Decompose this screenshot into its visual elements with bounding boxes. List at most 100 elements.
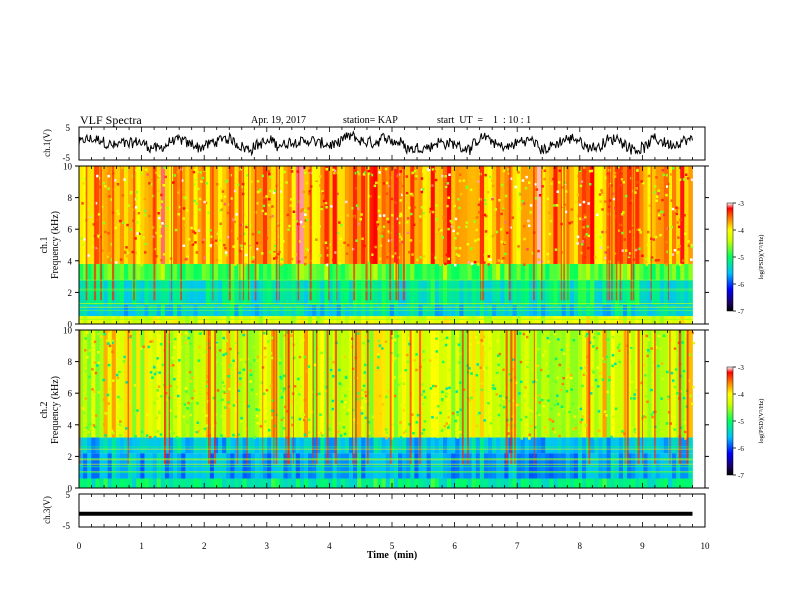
- spectrogram-speckle: [537, 249, 540, 253]
- spectrogram-cell: [479, 263, 485, 280]
- spectrogram-speckle: [248, 224, 252, 227]
- spectrogram-cell: [103, 263, 109, 280]
- spectrogram-cell: [95, 279, 100, 306]
- spectrogram-cell: [528, 330, 534, 438]
- spectrogram-cell: [655, 330, 661, 438]
- spectrogram-cell: [471, 453, 477, 479]
- spectrogram-burst: [312, 330, 314, 465]
- spectrogram-speckle: [398, 221, 401, 225]
- spectrogram-speckle: [453, 204, 456, 208]
- spectrogram-speckle: [517, 403, 520, 406]
- spectrogram-speckle: [630, 346, 633, 349]
- spectrogram-speckle: [216, 232, 220, 236]
- spectrogram-speckle: [215, 343, 219, 346]
- spectrogram-speckle: [239, 358, 243, 361]
- spectrogram-cell: [569, 437, 575, 454]
- spectrogram-cell: [209, 453, 215, 479]
- spectrogram-speckle: [158, 174, 161, 178]
- spectrogram-cell: [573, 478, 579, 488]
- spectrogram-speckle: [497, 354, 500, 357]
- spectrogram-speckle: [659, 347, 662, 351]
- spectrogram-speckle: [431, 416, 434, 419]
- spectrogram-cell: [672, 437, 677, 454]
- spectrogram-cell: [148, 279, 154, 306]
- spectrogram-cell: [504, 478, 509, 488]
- ch1-ylabel: ch.1(V): [42, 129, 52, 157]
- spectrogram-speckle: [583, 256, 587, 259]
- spectrogram-cell: [516, 453, 522, 479]
- spectrogram-speckle: [259, 425, 263, 428]
- spectrogram-speckle: [116, 183, 120, 186]
- spectrogram-speckle: [265, 349, 268, 353]
- spectrogram-speckle: [269, 250, 272, 254]
- spectrogram-speckle: [225, 180, 228, 184]
- spectrogram-speckle: [112, 432, 115, 435]
- spectrogram-cell: [614, 453, 620, 479]
- spectrogram-cell: [545, 437, 550, 454]
- spectrogram-cell: [111, 437, 117, 454]
- spectrogram-cell: [152, 453, 158, 479]
- spectrogram-speckle: [399, 170, 402, 173]
- spectrogram-speckle: [260, 381, 264, 384]
- spectrogram-cell: [549, 166, 554, 264]
- spectrogram-speckle: [655, 195, 659, 198]
- spectrogram-cell: [406, 453, 411, 479]
- spectrogram-speckle: [104, 411, 107, 415]
- spectrogram-burst: [608, 166, 610, 301]
- spectrogram-speckle: [236, 168, 240, 172]
- spectrogram-cell: [451, 478, 456, 488]
- spectrogram-cell: [344, 263, 350, 280]
- spectrogram-cell: [577, 478, 583, 488]
- spectrogram-speckle: [560, 348, 563, 352]
- spectrogram-speckle: [585, 233, 588, 236]
- spectrogram-cell: [87, 330, 92, 438]
- spectrogram-cell: [557, 330, 562, 438]
- spectrogram-cell: [344, 330, 350, 438]
- spectrogram-speckle: [246, 174, 249, 177]
- spectrogram-speckle: [485, 367, 488, 370]
- spectrogram-speckle: [256, 180, 260, 183]
- spectrogram-cell: [119, 437, 125, 454]
- spectrogram-speckle: [433, 170, 436, 173]
- spectrogram-speckle: [219, 239, 222, 242]
- spectrogram-speckle: [548, 232, 552, 236]
- spectrogram-cell: [258, 478, 264, 488]
- spectrogram-speckle: [188, 371, 192, 374]
- spectrogram-cell: [647, 263, 652, 280]
- spectrogram-speckle: [472, 390, 476, 393]
- spectrogram-cell: [590, 330, 595, 438]
- spectrogram-burst: [606, 166, 608, 301]
- spectrogram-speckle: [345, 252, 349, 255]
- spectrogram-cell: [275, 166, 280, 264]
- spectrogram-speckle: [220, 434, 223, 437]
- spectrogram-speckle: [584, 334, 588, 338]
- spectrogram-cell: [594, 263, 599, 280]
- ch1-ytick-bottom: -5: [63, 153, 71, 163]
- spectrogram-speckle: [645, 395, 648, 398]
- spectrogram-cell: [434, 330, 440, 438]
- spectrogram-cell: [655, 437, 661, 454]
- spectrogram-speckle: [486, 191, 490, 194]
- spectrogram-speckle: [247, 377, 250, 381]
- spectrogram-speckle: [267, 170, 271, 173]
- spectrogram-speckle: [129, 228, 133, 231]
- spectrogram-speckle: [116, 376, 120, 380]
- spectrogram-speckle: [139, 230, 143, 234]
- spectrogram-speckle: [429, 428, 433, 432]
- spectrogram-speckle: [444, 343, 448, 347]
- spectrogram-speckle: [689, 216, 693, 219]
- spectrogram-speckle: [593, 437, 597, 440]
- spectrogram-speckle: [265, 195, 268, 198]
- spectrogram-speckle: [108, 252, 111, 255]
- spectrogram-speckle: [385, 436, 388, 440]
- spectrogram-speckle: [640, 381, 643, 385]
- spectrogram-cell: [586, 263, 591, 280]
- spectrogram-cell: [516, 330, 522, 438]
- spectrogram-speckle: [103, 423, 106, 426]
- spectrogram-speckle: [477, 203, 481, 206]
- spectrogram-cell: [618, 316, 624, 324]
- spectrogram-cell: [573, 453, 579, 479]
- spectrogram-cell: [365, 316, 370, 324]
- spectrogram-speckle: [528, 433, 531, 436]
- spectrogram-speckle: [638, 228, 641, 232]
